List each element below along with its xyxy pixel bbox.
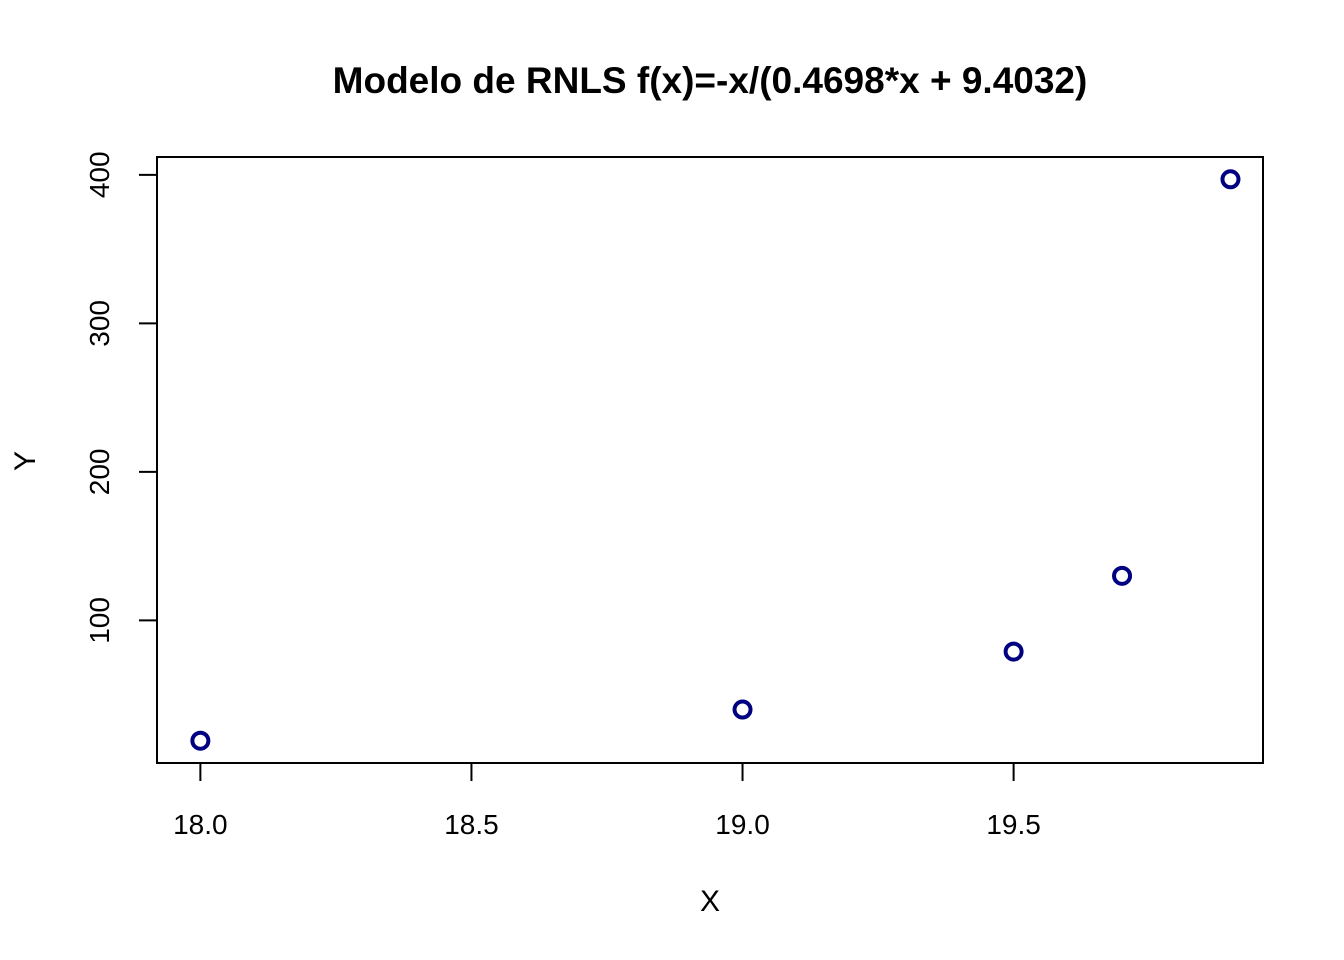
- data-point: [190, 730, 211, 751]
- y-axis-label: Y: [9, 451, 42, 471]
- x-tick-label: 19.5: [986, 809, 1041, 840]
- data-point: [1003, 641, 1024, 662]
- x-tick-label: 18.5: [444, 809, 499, 840]
- data-point: [732, 699, 753, 720]
- y-axis: 100 200 300 400: [84, 151, 158, 644]
- y-tick-label: 100: [84, 597, 115, 644]
- x-tick-label: 18.0: [173, 809, 228, 840]
- x-axis-label: X: [700, 885, 720, 918]
- x-tick-label: 19.0: [715, 809, 770, 840]
- plot-frame: [156, 156, 1264, 764]
- data-point: [1220, 169, 1241, 190]
- data-point: [1112, 565, 1133, 586]
- y-tick-label: 400: [84, 151, 115, 198]
- y-tick-label: 300: [84, 300, 115, 347]
- x-axis: 18.0 18.5 19.0 19.5: [173, 762, 1041, 840]
- data-points-layer: [190, 169, 1241, 751]
- y-tick-label: 200: [84, 449, 115, 496]
- chart-title: Modelo de RNLS f(x)=-x/(0.4698*x + 9.403…: [333, 60, 1088, 101]
